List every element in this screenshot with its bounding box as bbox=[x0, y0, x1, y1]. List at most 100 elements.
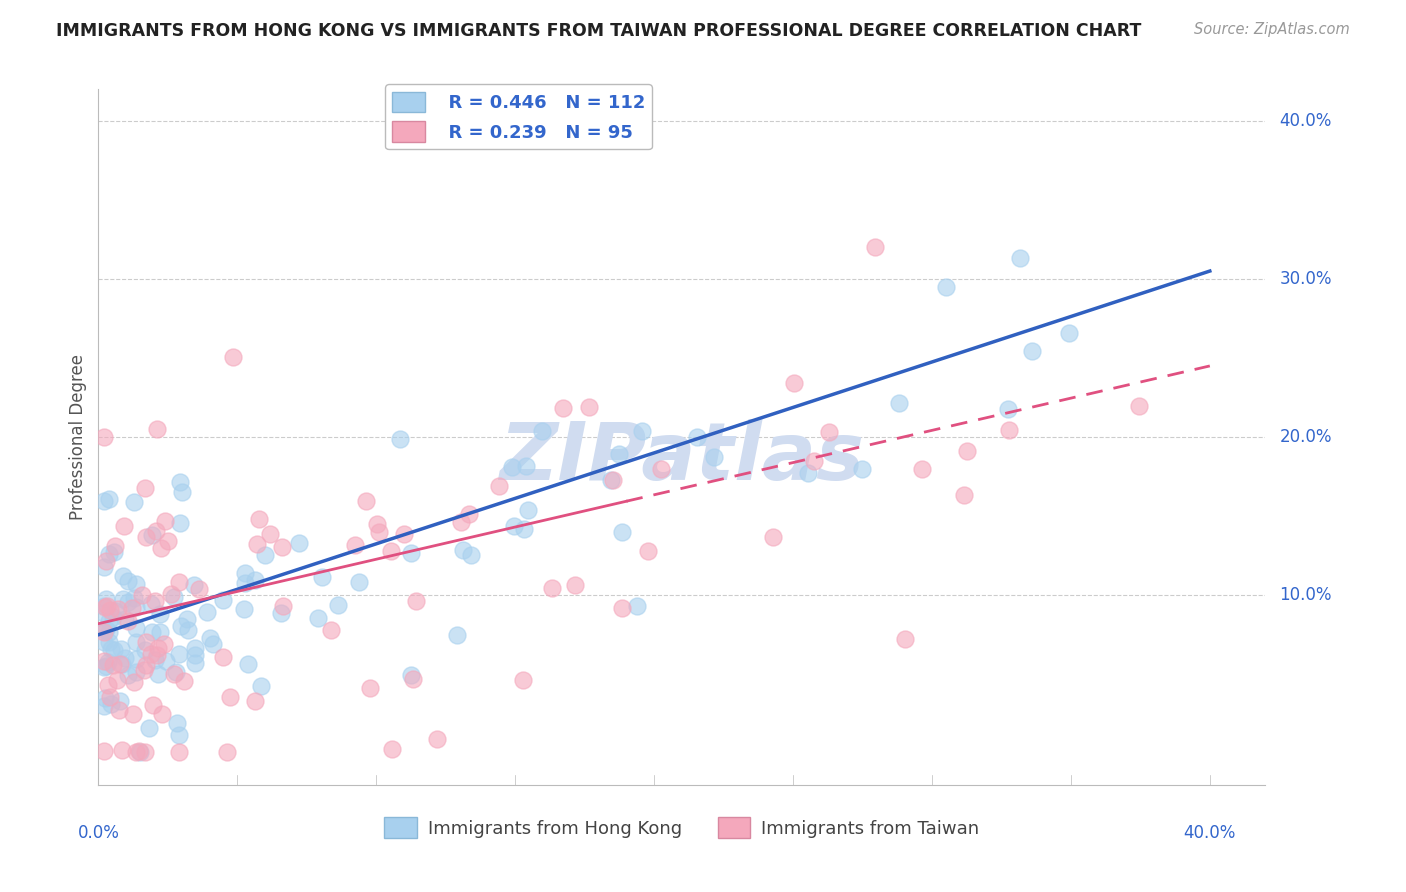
Point bbox=[246, 537, 269, 551]
Point bbox=[502, 519, 524, 533]
Point bbox=[93, 599, 115, 613]
Point bbox=[169, 745, 191, 759]
Point bbox=[145, 524, 167, 539]
Point bbox=[176, 612, 198, 626]
Point bbox=[319, 624, 342, 638]
Point bbox=[166, 716, 188, 731]
Point bbox=[124, 652, 146, 666]
Point bbox=[343, 538, 366, 552]
Point bbox=[150, 706, 173, 721]
Point bbox=[188, 582, 211, 596]
Text: 0.0%: 0.0% bbox=[77, 824, 120, 842]
Point bbox=[955, 443, 977, 458]
Point bbox=[247, 512, 270, 526]
Point bbox=[911, 461, 934, 475]
Point bbox=[686, 430, 709, 444]
Point bbox=[135, 635, 157, 649]
Point bbox=[103, 642, 125, 657]
Point bbox=[232, 601, 254, 615]
Point bbox=[602, 474, 624, 488]
Point bbox=[135, 530, 157, 544]
Point bbox=[326, 598, 349, 612]
Point bbox=[184, 641, 207, 656]
Point bbox=[578, 401, 600, 415]
Point bbox=[98, 614, 121, 628]
Point bbox=[143, 594, 166, 608]
Point bbox=[134, 745, 156, 759]
Point bbox=[893, 632, 915, 646]
Point bbox=[501, 459, 523, 474]
Point bbox=[112, 592, 135, 607]
Point bbox=[153, 637, 176, 651]
Point bbox=[1128, 400, 1150, 414]
Text: 10.0%: 10.0% bbox=[1279, 586, 1331, 604]
Point bbox=[1021, 344, 1043, 359]
Point bbox=[703, 450, 725, 464]
Point bbox=[125, 576, 148, 591]
Y-axis label: Professional Degree: Professional Degree bbox=[69, 354, 87, 520]
Point bbox=[117, 668, 139, 682]
Text: 20.0%: 20.0% bbox=[1279, 428, 1331, 446]
Point bbox=[124, 675, 146, 690]
Point bbox=[195, 605, 218, 619]
Point bbox=[762, 530, 785, 544]
Point bbox=[450, 515, 472, 529]
Point bbox=[399, 668, 422, 682]
Point bbox=[146, 648, 169, 662]
Point bbox=[105, 673, 128, 687]
Point bbox=[97, 678, 120, 692]
Point bbox=[93, 560, 115, 574]
Point bbox=[243, 694, 266, 708]
Point bbox=[863, 240, 886, 254]
Point bbox=[122, 591, 145, 606]
Point bbox=[564, 577, 586, 591]
Point bbox=[458, 507, 481, 521]
Point bbox=[108, 693, 131, 707]
Point bbox=[125, 745, 148, 759]
Point bbox=[112, 519, 135, 533]
Point bbox=[149, 625, 172, 640]
Point bbox=[97, 547, 120, 561]
Point bbox=[93, 744, 115, 758]
Point bbox=[117, 614, 139, 628]
Point bbox=[460, 548, 482, 562]
Point bbox=[159, 587, 181, 601]
Point bbox=[212, 650, 235, 665]
Point bbox=[650, 462, 672, 476]
Point bbox=[540, 581, 562, 595]
Point bbox=[530, 424, 553, 438]
Point bbox=[157, 534, 180, 549]
Point bbox=[253, 548, 276, 562]
Point bbox=[107, 601, 129, 615]
Point bbox=[125, 635, 148, 649]
Point bbox=[141, 528, 163, 542]
Point bbox=[219, 690, 242, 705]
Point bbox=[98, 634, 121, 648]
Point bbox=[93, 660, 115, 674]
Point bbox=[221, 350, 243, 364]
Point bbox=[167, 647, 190, 661]
Point bbox=[100, 697, 122, 711]
Point bbox=[515, 458, 537, 473]
Point bbox=[128, 745, 150, 759]
Point bbox=[103, 545, 125, 559]
Point bbox=[108, 657, 131, 671]
Point bbox=[150, 541, 173, 555]
Point bbox=[600, 474, 623, 488]
Point bbox=[953, 488, 976, 502]
Point bbox=[935, 280, 957, 294]
Point bbox=[998, 423, 1021, 437]
Text: 40.0%: 40.0% bbox=[1184, 824, 1236, 842]
Point bbox=[138, 721, 160, 735]
Point bbox=[1010, 251, 1032, 265]
Point bbox=[399, 546, 422, 560]
Point bbox=[134, 642, 156, 657]
Point bbox=[93, 690, 115, 705]
Point bbox=[141, 597, 163, 611]
Point bbox=[114, 612, 136, 626]
Point bbox=[146, 667, 169, 681]
Point bbox=[132, 663, 155, 677]
Point bbox=[97, 625, 120, 640]
Point bbox=[170, 485, 193, 500]
Text: 30.0%: 30.0% bbox=[1279, 270, 1331, 288]
